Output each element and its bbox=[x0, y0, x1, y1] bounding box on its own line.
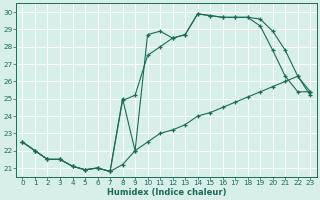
X-axis label: Humidex (Indice chaleur): Humidex (Indice chaleur) bbox=[107, 188, 226, 197]
